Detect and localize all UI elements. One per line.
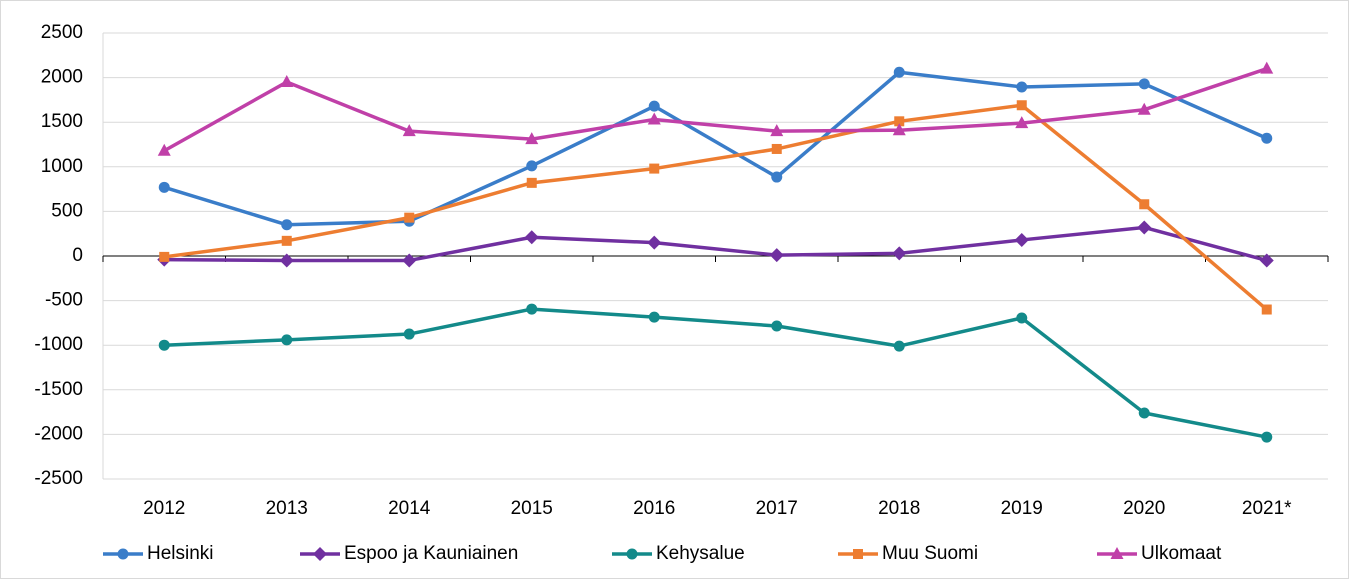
x-tick-label: 2016 (633, 498, 675, 519)
data-point (894, 116, 905, 127)
legend-label: Helsinki (147, 543, 214, 564)
series (158, 66, 1273, 231)
data-point (1138, 407, 1150, 419)
data-point (1261, 304, 1272, 315)
x-tick-label: 2015 (511, 498, 553, 519)
data-point (526, 177, 537, 188)
series-line (164, 307, 1268, 439)
legend-label: Muu Suomi (882, 543, 978, 564)
legend-item: Kehysalue (612, 543, 745, 564)
data-point (649, 163, 660, 174)
x-tick-label: 2019 (1001, 498, 1043, 519)
y-tick-label: 1000 (41, 156, 83, 177)
y-tick-label: 0 (72, 245, 83, 266)
data-point (1016, 100, 1027, 111)
data-point (771, 171, 783, 183)
x-tick-label: 2020 (1123, 498, 1165, 519)
x-tick-label: 2017 (756, 498, 798, 519)
data-point (402, 124, 416, 137)
data-point (770, 124, 784, 137)
data-point (402, 253, 417, 268)
legend-label: Espoo ja Kauniainen (344, 543, 518, 564)
data-point (157, 143, 171, 156)
data-point (158, 339, 170, 351)
y-tick-label: -1000 (34, 334, 83, 355)
data-point (1261, 431, 1273, 443)
legend-label: Kehysalue (656, 543, 745, 564)
data-point (1016, 312, 1028, 324)
data-point (281, 219, 293, 231)
series-line (163, 70, 1268, 227)
data-point (281, 334, 293, 346)
data-point (769, 248, 784, 263)
data-point (893, 340, 905, 352)
data-point (404, 212, 415, 223)
y-tick-label: 1500 (41, 111, 83, 132)
data-point (279, 253, 294, 268)
data-point (526, 160, 538, 172)
data-point (403, 328, 415, 340)
series (157, 61, 1274, 156)
y-tick-label: -500 (45, 290, 83, 311)
data-point (1260, 61, 1274, 74)
series-line (163, 67, 1268, 153)
series (157, 220, 1274, 268)
marker (626, 548, 638, 560)
x-tick-label: 2014 (388, 498, 431, 519)
y-tick-label: 2000 (41, 67, 83, 88)
marker (313, 547, 327, 561)
y-tick-label: -1500 (34, 379, 83, 400)
data-point (1015, 116, 1029, 129)
data-point (158, 181, 170, 193)
legend-item: Ulkomaat (1097, 543, 1222, 564)
data-point (1139, 199, 1150, 210)
y-tick-label: -2000 (34, 423, 83, 444)
y-tick-label: -2500 (34, 468, 83, 489)
data-point (524, 230, 539, 245)
marker (853, 549, 863, 559)
data-point (281, 235, 292, 246)
data-point (647, 112, 661, 125)
data-point (892, 246, 907, 261)
data-point (648, 311, 660, 323)
legend-item: Muu Suomi (838, 543, 978, 564)
marker (117, 548, 129, 560)
data-point (1137, 102, 1151, 115)
data-point (280, 75, 294, 88)
x-tick-label: 2018 (878, 498, 920, 519)
data-point (525, 132, 539, 145)
data-point (893, 66, 905, 78)
data-point (1261, 132, 1273, 144)
data-point (159, 251, 170, 262)
series-line (164, 103, 1268, 311)
series (158, 303, 1273, 443)
x-tick-label: 2021* (1242, 498, 1292, 519)
x-tick-label: 2013 (266, 498, 308, 519)
marker (1110, 547, 1124, 559)
data-point (771, 143, 782, 154)
data-point (1014, 232, 1029, 247)
series (159, 100, 1272, 315)
legend-item: Espoo ja Kauniainen (300, 543, 518, 564)
series-line (164, 225, 1268, 263)
legend-label: Ulkomaat (1141, 543, 1222, 564)
y-tick-label: 500 (51, 200, 83, 221)
data-point (892, 123, 906, 136)
data-point (647, 235, 662, 250)
x-tick-label: 2012 (143, 498, 185, 519)
legend-item: Helsinki (103, 543, 214, 564)
data-point (526, 303, 538, 315)
data-point (1137, 220, 1152, 235)
data-point (648, 100, 660, 112)
data-point (1016, 81, 1028, 93)
data-point (771, 320, 783, 332)
y-tick-label: 2500 (41, 22, 83, 43)
data-point (1259, 253, 1274, 268)
data-point (1138, 78, 1150, 90)
